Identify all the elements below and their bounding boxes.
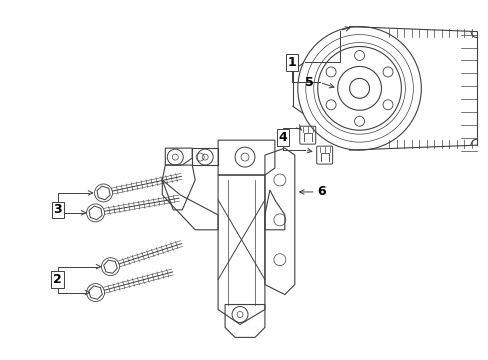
Text: 4: 4 xyxy=(278,131,286,144)
Text: 5: 5 xyxy=(304,76,313,89)
Text: 3: 3 xyxy=(53,203,62,216)
Text: 6: 6 xyxy=(317,185,325,198)
Text: 2: 2 xyxy=(53,273,62,286)
Text: 1: 1 xyxy=(287,56,296,69)
